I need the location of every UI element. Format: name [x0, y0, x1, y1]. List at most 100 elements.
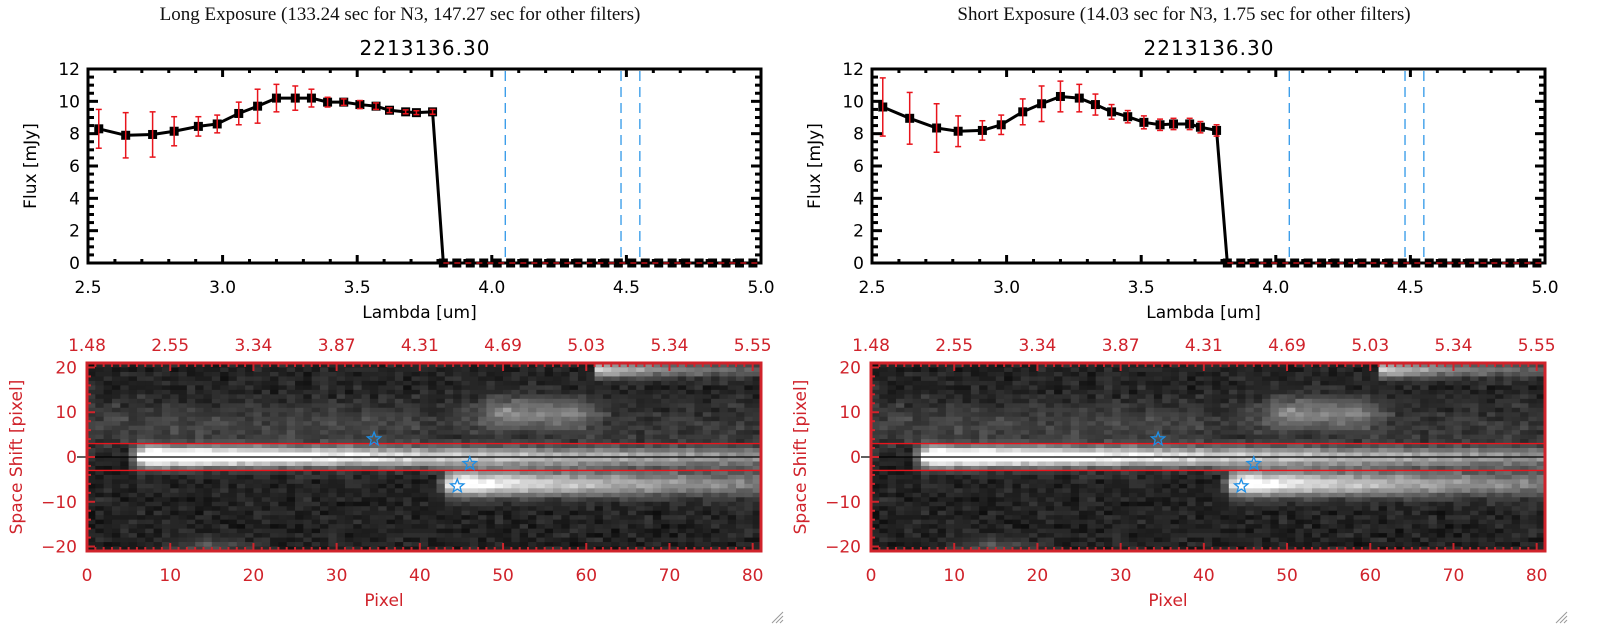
image-pixel [344, 501, 354, 507]
image-pixel [286, 403, 296, 409]
image-pixel [644, 389, 654, 395]
image-pixel [736, 528, 745, 534]
image-pixel [1029, 394, 1038, 400]
image-pixel [278, 430, 288, 436]
image-pixel [727, 443, 737, 449]
image-pixel [511, 367, 521, 373]
image-pixel [636, 403, 645, 409]
image-pixel [1353, 385, 1363, 391]
image-pixel [1062, 389, 1072, 395]
image-pixel [261, 488, 271, 494]
image-pixel [303, 430, 313, 436]
image-pixel [1370, 398, 1379, 404]
image-pixel [912, 398, 922, 404]
image-pixel [469, 528, 479, 534]
image-pixel [652, 515, 662, 521]
image-pixel [220, 434, 229, 440]
image-pixel [694, 537, 704, 543]
image-pixel [336, 367, 346, 373]
image-pixel [711, 385, 720, 391]
image-pixel [727, 457, 737, 462]
image-pixel [378, 537, 387, 543]
image-pixel [211, 474, 221, 480]
image-pixel [1245, 398, 1255, 404]
image-pixel [686, 497, 695, 503]
image-pixel [627, 389, 637, 395]
image-pixel [519, 448, 529, 453]
image-pixel [211, 501, 221, 507]
image-pixel [561, 407, 571, 413]
image-pixel [220, 510, 229, 516]
image-pixel [95, 412, 105, 418]
image-pixel [444, 465, 454, 471]
image-pixel [378, 461, 387, 467]
image-pixel [128, 465, 138, 471]
image-pixel [1153, 363, 1163, 368]
image-pixel [245, 363, 254, 368]
image-pixel [261, 430, 271, 436]
image-pixel [478, 439, 487, 444]
image-pixel [962, 380, 972, 386]
image-pixel [528, 515, 537, 521]
image-pixel [528, 528, 537, 534]
image-pixel [1153, 407, 1163, 413]
image-pixel [161, 483, 171, 489]
image-pixel [519, 371, 529, 377]
image-pixel [619, 398, 629, 404]
image-pixel [128, 371, 138, 377]
image-pixel [186, 385, 196, 391]
image-pixel [220, 398, 229, 404]
image-pixel [920, 363, 930, 368]
image-pixel [261, 363, 271, 368]
image-pixel [1511, 363, 1521, 368]
image-pixel [311, 448, 321, 453]
resize-grip-icon[interactable] [770, 610, 784, 624]
image-pixel [361, 389, 371, 395]
image-pixel [361, 421, 371, 427]
image-pixel [752, 448, 762, 453]
image-pixel [103, 452, 113, 458]
image-pixel [245, 515, 254, 521]
image-pixel [627, 380, 637, 386]
image-pixel [1128, 407, 1138, 413]
image-pixel [904, 398, 913, 404]
image-pixel [270, 461, 279, 467]
image-pixel [303, 452, 313, 458]
image-pixel [528, 483, 537, 489]
image-pixel [1153, 398, 1163, 404]
image-pixel [153, 457, 163, 462]
image-pixel [220, 461, 229, 467]
image-pixel [444, 434, 454, 440]
image-pixel [954, 363, 963, 368]
image-pixel [236, 501, 246, 507]
image-pixel [369, 407, 379, 413]
image-pixel [436, 465, 446, 471]
image-pixel [486, 421, 496, 427]
image-pixel [295, 448, 304, 453]
image-pixel [336, 488, 346, 494]
image-pixel [378, 465, 387, 471]
image-pixel [528, 448, 537, 453]
image-pixel [528, 439, 537, 444]
image-pixel [403, 407, 412, 413]
image-pixel [411, 371, 421, 377]
image-pixel [1103, 398, 1113, 404]
image-pixel [511, 461, 521, 467]
image-pixel [353, 434, 362, 440]
image-pixel [644, 403, 654, 409]
image-pixel [145, 506, 154, 512]
image-pixel [569, 394, 579, 400]
image-pixel [686, 439, 695, 444]
image-pixel [178, 430, 188, 436]
image-pixel [528, 546, 537, 552]
image-pixel [627, 542, 637, 547]
image-pixel [1386, 371, 1396, 377]
image-pixel [1145, 389, 1155, 395]
image-pixel [752, 457, 762, 462]
image-pixel [677, 380, 687, 386]
image-pixel [270, 533, 279, 538]
image-pixel [1029, 385, 1038, 391]
image-pixel [711, 537, 720, 543]
image-pixel [1170, 385, 1180, 391]
image-pixel [386, 501, 396, 507]
